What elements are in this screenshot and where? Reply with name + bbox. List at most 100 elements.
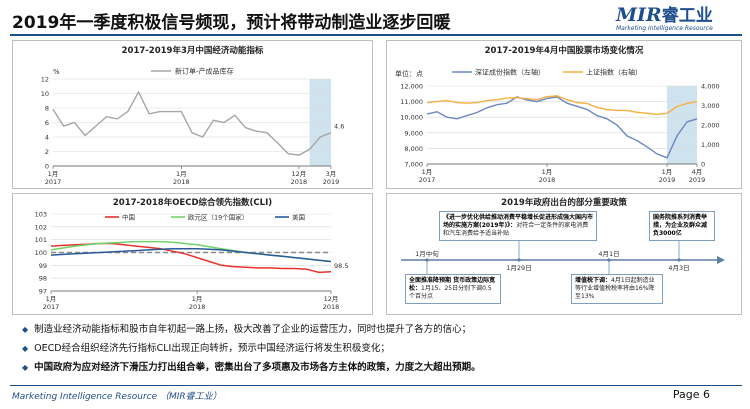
bullet-item: ◆ 制造业经济动能指标和股市自年初起一路上扬，极大改善了企业的运营压力，同时也提升… (22, 320, 742, 339)
policy-event-3-detail: 4月1日起制造业等行业增值税税率将由16%降至13% (575, 277, 655, 300)
diamond-icon: ◆ (22, 344, 29, 353)
x-tick-label: 1月 (542, 168, 553, 176)
diamond-icon: ◆ (22, 363, 29, 372)
page-number: Page 6 (672, 388, 710, 401)
x-tick-label: 1月 (176, 170, 187, 178)
y-tick-label: 9,000 (404, 129, 423, 137)
legend-label: 深证成份指数（左轴） (475, 68, 545, 77)
highlight-band (667, 86, 697, 164)
x-tick-label: 1月 (46, 295, 57, 303)
footer-source: Marketing Intelligence Resource （MIR睿工业） (12, 392, 222, 402)
timeline-date: 4月1日 (598, 250, 619, 258)
x-tick-label: 1月 (662, 168, 673, 176)
policy-event-1-detail: 1月15、25日分别下调0.5个百分点 (409, 285, 492, 300)
chart-title-oecd: 2017-2018年OECD综合领先指数(CLI) (112, 198, 273, 208)
legend-label: 新订单-产成品库存 (175, 67, 234, 76)
chart-title-momentum: 2017-2019年3月中国经济动能指标 (121, 46, 264, 56)
y-tick-label: 102 (35, 223, 47, 231)
chart-title-stocks: 2017-2019年4月中国股票市场变化情况 (484, 46, 644, 56)
chart-momentum: % 新订单-产成品库存0246810121月20171月201812月20183月… (41, 67, 345, 187)
bullet-text: OECD经合组织经济先行指标CLI出现正向转折，预示中国经济运行将发生积极变化； (34, 343, 390, 354)
end-value-label: 98.5 (334, 262, 348, 270)
policy-event-2-title: 《进一步优化供给推动消费平稳增长促进形成强大国内市场的实施方案(2019年)》： (443, 214, 594, 229)
y-axis-label: 单位：点 (395, 69, 423, 78)
series-line-1 (426, 95, 698, 116)
x-tick-label: 2018 (173, 178, 190, 186)
y-tick-label: 4 (45, 134, 49, 142)
x-tick-label: 2017 (43, 303, 60, 311)
timeline-date: 4月3日 (668, 264, 689, 272)
end-value-label: 4.6 (334, 123, 344, 131)
y-tick-label: 100 (35, 249, 47, 257)
x-tick-label: 2018 (323, 303, 340, 311)
x-tick-label: 2019 (659, 176, 676, 184)
legend-label: 中国 (122, 213, 135, 222)
y-tick-label: 12,000 (400, 83, 423, 91)
policy-timeline: 1月中旬 1月29日 4月1日 4月3日 (401, 238, 725, 274)
x-tick-label: 3月 (326, 170, 337, 178)
y-tick-label: 10,000 (400, 114, 423, 122)
policy-event-1: 全面推准降预期 货币政策边际宽松：1月15、25日分别下调0.5个百分点 (405, 274, 501, 304)
x-tick-label: 12月 (292, 170, 307, 178)
y-tick-label: 103 (35, 211, 47, 219)
timeline-point (425, 258, 429, 262)
policy-event-2-detail: 对符合一定条件的家电消费和汽车消费给予适当补贴 (443, 222, 589, 237)
x-tick-label: 2017 (419, 176, 436, 184)
series-line-0 (426, 96, 698, 159)
chart-oecd: 中国 欧元区（19个国家） 美国9798991001011021031月20171月… (35, 211, 349, 312)
y2-tick-label: 2,000 (701, 122, 720, 130)
timeline-date: 1月中旬 (415, 249, 439, 258)
x-tick-label: 2019 (323, 178, 340, 186)
y-tick-label: 0 (45, 163, 49, 171)
x-tick-label: 2018 (189, 303, 206, 311)
logo: MIR睿工业 Marketing Intelligence Resource (616, 4, 742, 32)
y-tick-label: 6 (45, 119, 49, 127)
policy-event-4: 国务院推系列消费举措，为企业及群众减负3000亿 (649, 211, 715, 241)
y2-tick-label: 1,000 (701, 141, 720, 149)
logo-mir: MIR (616, 4, 662, 26)
series-line-0 (50, 242, 332, 274)
bottom-rule (10, 385, 742, 386)
panel-oecd: 2017-2018年OECD综合领先指数(CLI) 中国 欧元区（19个国家） 美国… (12, 193, 373, 315)
policy-event-3-title: 增值税下调： (575, 277, 612, 284)
x-tick-label: 2018 (539, 176, 556, 184)
chart-stocks: 单位：点 深证成份指数（左轴） 上证指数（右轴） 7,000 8,000 9,000 10,… (395, 68, 720, 185)
bullet-list: ◆ 制造业经济动能指标和股市自年初起一路上扬，极大改善了企业的运营压力，同时也提升… (22, 320, 742, 377)
legend-label: 上证指数（右轴） (586, 68, 642, 77)
series-line-2 (50, 247, 332, 263)
y-tick-label: 101 (35, 236, 47, 244)
y-tick-label: 8,000 (404, 145, 423, 153)
panel-policy: 2019年政府出台的部分重要政策 1月中旬 1月29日 4月1日 4月3日 《进一步优… (386, 193, 742, 315)
timeline-point (607, 258, 611, 262)
legend-label: 美国 (292, 213, 305, 222)
panel-stocks: 2017-2019年4月中国股票市场变化情况 单位：点 深证成份指数（左轴） 上证指… (386, 40, 742, 189)
y-tick-label: 12 (41, 76, 49, 84)
x-tick-label: 2018 (291, 178, 308, 186)
policy-event-4-title: 国务院推系列消费举措，为企业及群众减负3000亿 (653, 214, 708, 237)
top-rule (10, 34, 742, 36)
timeline-point (517, 258, 521, 262)
x-tick-label: 1月 (192, 295, 203, 303)
y-tick-label: 7,000 (404, 161, 423, 169)
x-tick-label: 2019 (689, 176, 706, 184)
bullet-item: ◆ 中国政府为应对经济下滑压力打出组合拳，密集出台了多项惠及市场各方主体的政策，力… (22, 358, 742, 377)
y2-tick-label: 4,000 (701, 83, 720, 91)
diamond-icon: ◆ (22, 325, 29, 334)
x-tick-label: 1月 (422, 168, 433, 176)
y-tick-label: 2 (45, 148, 49, 156)
x-tick-label: 4月 (692, 168, 703, 176)
y2-tick-label: 0 (701, 161, 705, 169)
y-tick-label: 10 (41, 90, 49, 98)
x-tick-label: 1月 (48, 170, 59, 178)
x-tick-label: 12月 (324, 295, 339, 303)
y-tick-label: 11,000 (400, 98, 423, 106)
timeline-point (677, 258, 681, 262)
legend-label: 欧元区（19个国家） (188, 213, 248, 222)
logo-sub: Marketing Intelligence Resource (616, 25, 713, 32)
panel-momentum: 2017-2019年3月中国经济动能指标 % 新订单-产成品库存 0 2 4 6 8 10 12… (12, 40, 373, 189)
y-tick-label: 8 (45, 105, 49, 113)
slide-title: 2019年一季度积极信号频现，预计将带动制造业逐步回暖 (12, 13, 451, 33)
timeline-arrow-icon (717, 256, 725, 264)
y-tick-label: 99 (39, 262, 47, 270)
policy-event-3: 增值税下调：4月1日起制造业等行业增值税税率将由16%降至13% (571, 274, 663, 304)
